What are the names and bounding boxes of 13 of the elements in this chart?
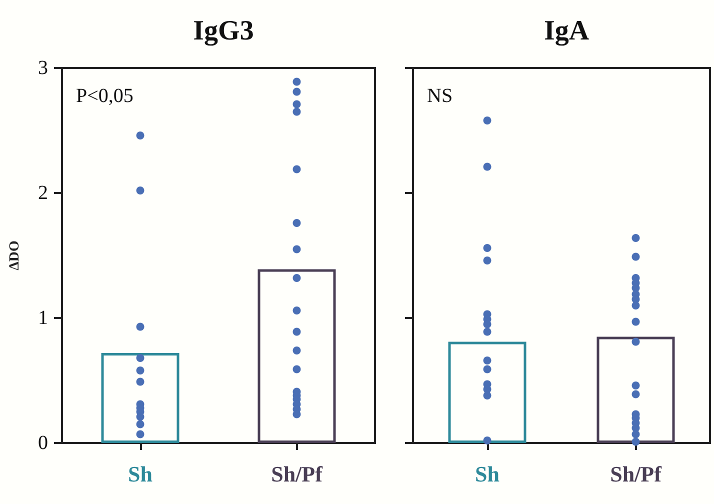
y-tick-label: 0: [38, 432, 48, 454]
chart-title: IgG3: [193, 16, 254, 46]
annotation: NS: [427, 85, 453, 107]
x-tick-label: Sh/Pf: [271, 462, 324, 486]
x-tick-label: Sh/Pf: [610, 462, 662, 486]
y-axis-title: ΔDO: [8, 240, 22, 270]
annotation: P<0,05: [76, 85, 134, 107]
y-tick-label: 3: [38, 57, 48, 79]
y-tick-label: 1: [38, 307, 48, 329]
chart-title: IgA: [544, 16, 590, 46]
y-tick-label: 2: [38, 182, 48, 204]
x-tick-label: Sh: [128, 462, 152, 486]
x-tick-label: Sh: [475, 462, 500, 486]
